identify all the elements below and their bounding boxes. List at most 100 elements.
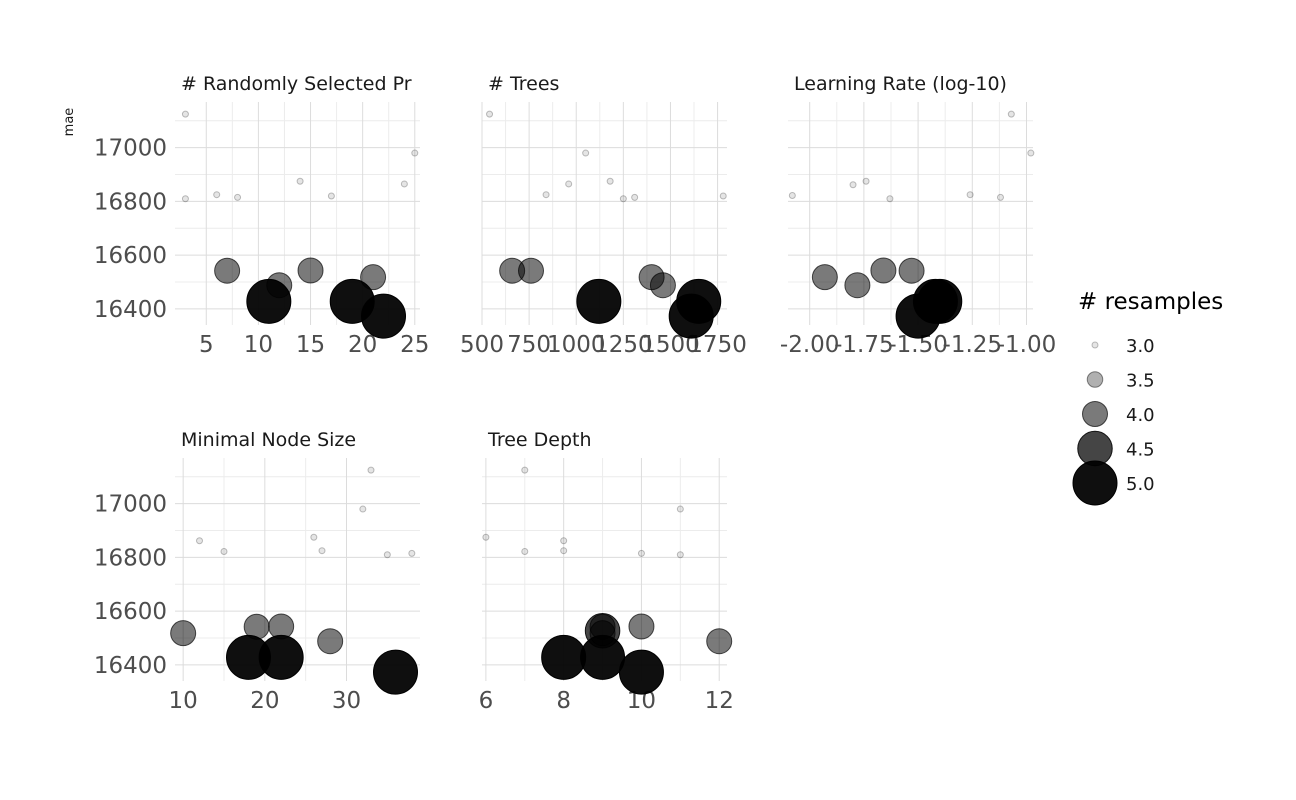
x-tick-label: 5 — [199, 332, 214, 358]
data-point — [886, 195, 894, 203]
legend-label: 3.5 — [1126, 371, 1155, 392]
data-point — [486, 110, 494, 118]
x-tick-label: 20 — [348, 332, 377, 358]
data-point — [811, 264, 838, 291]
data-point — [844, 272, 871, 299]
data-point — [637, 549, 645, 557]
x-tick-label: 20 — [250, 688, 279, 714]
data-point — [360, 264, 387, 291]
facet-title: # Randomly Selected Pr — [181, 73, 412, 95]
data-point — [1027, 149, 1035, 157]
data-point — [234, 193, 242, 201]
x-tick-label: 6 — [479, 688, 494, 714]
y-tick-label: 16400 — [94, 653, 167, 679]
data-point — [361, 293, 407, 339]
y-tick-label: 16600 — [94, 599, 167, 625]
data-point — [1007, 110, 1015, 118]
y-tick-label: 17000 — [94, 492, 167, 518]
x-tick-label: -1.25 — [943, 332, 1003, 358]
data-point — [542, 191, 550, 199]
facet-title: # Trees — [488, 73, 559, 95]
legend-title: # resamples — [1078, 289, 1223, 315]
data-point — [196, 537, 203, 545]
data-point — [560, 547, 568, 555]
data-point — [619, 195, 627, 203]
data-point — [719, 192, 727, 200]
data-point — [706, 628, 733, 655]
facet-panel: Minimal Node Size 16400 16600 16800 17000 10 2… — [94, 429, 420, 714]
data-point — [327, 192, 335, 200]
y-axis-label: mae — [62, 108, 77, 137]
data-point — [246, 278, 292, 324]
x-tick-label: -1.00 — [997, 332, 1057, 358]
facet-title: Minimal Node Size — [181, 429, 356, 451]
facet-panels: # Randomly Selected Pr 16400 16600 16800 170… — [94, 73, 1056, 714]
facet-panel: Learning Rate (log-10)-2.00-1.75-1.50-1.… — [780, 73, 1056, 358]
x-tick-label: -1.75 — [834, 332, 894, 358]
data-point — [383, 551, 391, 559]
data-point — [181, 110, 189, 118]
data-point — [541, 634, 587, 680]
y-tick-label: 16400 — [94, 297, 167, 323]
x-tick-label: 500 — [460, 332, 504, 358]
data-point — [862, 177, 870, 185]
x-tick-label: -2.00 — [780, 332, 840, 358]
data-point — [870, 257, 897, 284]
y-tick-label: 16800 — [94, 545, 167, 571]
data-point — [359, 505, 367, 513]
facet-title: Learning Rate (log-10) — [794, 73, 1007, 95]
data-point — [966, 191, 974, 199]
legend-key — [1091, 341, 1099, 349]
facet-title: Tree Depth — [487, 429, 592, 451]
data-point — [213, 191, 221, 199]
data-point — [373, 649, 418, 695]
data-point — [668, 293, 714, 339]
x-tick-label: 10 — [244, 332, 273, 358]
data-point — [482, 533, 490, 541]
data-point — [676, 505, 684, 513]
data-point — [628, 613, 655, 640]
data-point — [788, 191, 796, 199]
data-point — [849, 181, 857, 189]
data-point — [521, 466, 529, 474]
data-point — [576, 278, 622, 324]
data-point — [582, 149, 590, 157]
legend-key — [1082, 401, 1108, 427]
data-point — [400, 180, 408, 188]
data-point — [565, 180, 573, 188]
data-point — [411, 149, 419, 157]
data-point — [408, 549, 416, 557]
x-tick-label: 8 — [556, 688, 571, 714]
data-point — [917, 278, 963, 324]
data-point — [631, 193, 639, 201]
data-point — [649, 272, 676, 299]
data-point — [220, 547, 228, 555]
facet-panel: # Randomly Selected Pr 16400 16600 16800 170… — [94, 73, 430, 358]
data-point — [676, 551, 684, 559]
data-point — [170, 620, 197, 647]
legend-key — [1072, 460, 1118, 506]
legend: # resamples 3.0 3.5 4.0 4.5 5.0 — [1072, 289, 1223, 506]
data-point — [518, 257, 544, 284]
legend-label: 3.0 — [1126, 336, 1155, 357]
y-tick-label: 16800 — [94, 189, 167, 215]
legend-label: 4.5 — [1126, 440, 1155, 461]
x-tick-label: 15 — [296, 332, 325, 358]
data-point — [214, 257, 241, 284]
x-tick-label: 750 — [507, 332, 551, 358]
legend-label: 4.0 — [1126, 405, 1155, 426]
x-tick-label: 25 — [400, 332, 429, 358]
data-point — [367, 466, 375, 474]
data-point — [898, 257, 925, 284]
data-point — [318, 547, 326, 555]
data-point — [181, 195, 189, 203]
x-tick-label: 1250 — [594, 332, 653, 358]
data-point — [296, 177, 304, 185]
y-tick-label: 17000 — [94, 136, 167, 162]
data-point — [258, 634, 304, 680]
x-tick-label: 10 — [169, 688, 198, 714]
data-point — [560, 537, 568, 545]
